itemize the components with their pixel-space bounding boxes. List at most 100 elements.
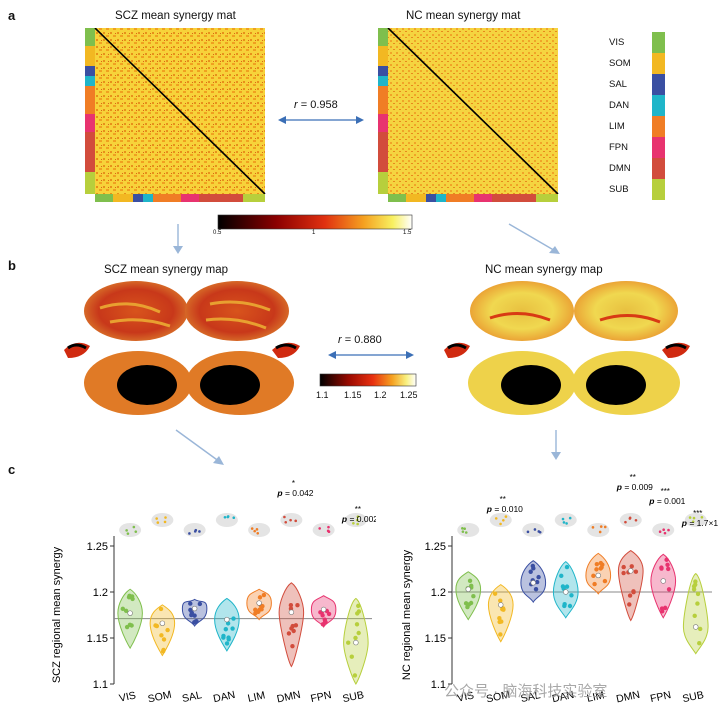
p-value-label: p = 1.7×10⁻⁴ xyxy=(681,518,718,528)
network-legend: VIS SOM SAL DAN LIM FPN DMN SUB xyxy=(595,32,665,200)
legend-swatch xyxy=(652,32,665,53)
median-marker xyxy=(256,600,262,606)
data-point xyxy=(602,578,608,584)
data-point xyxy=(500,606,505,612)
x-tick-label-sal: SAL xyxy=(181,689,203,705)
median-marker xyxy=(127,610,133,616)
y-tick-label: 1.2 xyxy=(93,587,108,599)
mini-brain-dot xyxy=(662,528,665,532)
legend-swatch xyxy=(652,74,665,95)
data-point xyxy=(463,601,469,606)
median-marker xyxy=(288,609,295,615)
data-point xyxy=(158,606,164,612)
data-point xyxy=(193,619,198,624)
data-point xyxy=(129,623,134,628)
median-marker xyxy=(320,606,327,613)
data-point xyxy=(261,592,267,598)
violin-sal xyxy=(181,598,208,627)
nc-synergy-matrix xyxy=(378,28,559,202)
legend-swatch xyxy=(652,95,665,116)
violin-som xyxy=(487,584,514,643)
legend-label: DAN xyxy=(609,100,630,111)
p-value-label: p = 0.009 xyxy=(616,482,653,492)
legend-label: LIM xyxy=(609,121,625,132)
data-point xyxy=(165,627,170,633)
mini-brain-dot xyxy=(253,529,256,533)
median-marker xyxy=(353,639,359,646)
violin-dmn xyxy=(617,550,644,622)
mini-brain-icon xyxy=(344,513,367,527)
data-point xyxy=(666,587,672,592)
data-point xyxy=(318,610,323,615)
data-point xyxy=(695,591,701,597)
mini-brain-dot xyxy=(502,518,505,522)
mini-brain-dot xyxy=(526,530,530,534)
significance-stars: ** xyxy=(500,495,506,504)
data-point xyxy=(567,603,573,609)
legend-swatch xyxy=(652,158,665,179)
data-point xyxy=(259,607,264,612)
violin-vis xyxy=(455,571,482,621)
data-point xyxy=(536,574,541,580)
mini-brain-dot xyxy=(658,530,662,534)
data-point xyxy=(323,619,328,625)
data-point xyxy=(188,601,193,606)
legend-label: FPN xyxy=(609,142,628,153)
panel-c-letter: c xyxy=(8,462,16,477)
scz-violin-chart: SCZ regional mean synergy 1.1 1.15 1.2 1.25 V… xyxy=(51,479,376,706)
scz-matrix-title: SCZ mean synergy mat xyxy=(115,10,236,22)
colorbar-b-tick-3: 1.25 xyxy=(400,390,418,400)
mini-brain-dot xyxy=(226,515,230,518)
data-point xyxy=(349,654,354,659)
data-point xyxy=(528,569,533,574)
legend-label: DMN xyxy=(609,163,631,174)
x-tick-label-lim: LIM xyxy=(247,689,267,704)
data-point xyxy=(692,613,697,619)
correlation-b: r = 0.880 xyxy=(338,334,382,346)
data-point xyxy=(664,557,669,562)
data-point xyxy=(533,587,539,592)
mini-brain-dot xyxy=(283,515,286,519)
arrow-down-c-right xyxy=(551,430,561,460)
significance-stars: *** xyxy=(693,509,702,518)
data-point xyxy=(633,569,639,574)
data-point xyxy=(564,564,570,570)
mini-brain-dot xyxy=(356,522,359,526)
y-tick-label: 1.25 xyxy=(425,541,446,553)
matrix-colorbar xyxy=(217,214,413,230)
mini-brain-dot xyxy=(494,517,498,520)
matrix-col-bar xyxy=(388,194,558,202)
mini-brain-dot xyxy=(464,531,468,534)
data-point xyxy=(295,602,300,608)
mini-brain-icon xyxy=(587,523,610,537)
data-point xyxy=(621,570,626,576)
data-point xyxy=(352,673,358,678)
x-tick-label-dmn: DMN xyxy=(276,689,302,706)
data-point xyxy=(598,566,603,571)
data-point xyxy=(354,622,360,627)
data-point xyxy=(559,573,564,579)
scz-synergy-matrix xyxy=(85,28,266,202)
data-point xyxy=(257,595,263,600)
mini-brain-dot xyxy=(565,522,568,525)
mini-brain-dot xyxy=(634,518,638,522)
x-tick-label-dan: DAN xyxy=(212,689,236,705)
violin-vis xyxy=(117,588,143,650)
legend-item-sal: SAL xyxy=(595,74,665,95)
data-point xyxy=(346,640,351,645)
mini-brain-dot xyxy=(164,516,167,519)
mini-brain-dot xyxy=(561,517,565,521)
colorbar-b-tick-2: 1.2 xyxy=(374,390,387,400)
median-marker xyxy=(191,605,198,612)
x-tick-label-vis: VIS xyxy=(456,689,475,704)
legend-item-vis: VIS xyxy=(595,32,665,53)
legend-label: SAL xyxy=(609,79,627,90)
double-arrow-a xyxy=(278,116,364,124)
significance-stars: * xyxy=(292,479,295,488)
mini-brain-icon xyxy=(522,523,545,537)
data-point xyxy=(621,564,626,570)
data-point xyxy=(498,598,503,603)
colorbar-a-tick-0: 0.5 xyxy=(213,230,222,236)
data-point xyxy=(564,584,570,589)
data-point xyxy=(291,628,296,634)
